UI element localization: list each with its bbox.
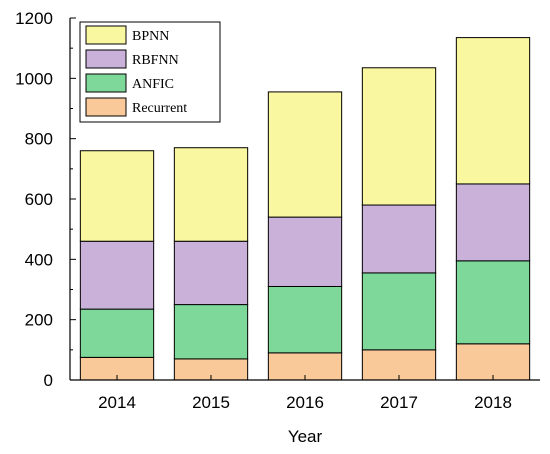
y-tick-label-600: 600 (25, 190, 53, 209)
x-tick-label-2014: 2014 (98, 393, 136, 412)
bar-anfic-2015 (173, 304, 249, 360)
y-tick-label-1200: 1200 (15, 9, 53, 28)
bar-anfic-2018 (455, 260, 531, 345)
y-tick-label-200: 200 (25, 311, 53, 330)
bar-anfic-2017 (361, 272, 437, 351)
bar-recurrent-2017 (361, 349, 437, 381)
legend-label-rbfnn: RBFNN (132, 53, 179, 68)
legend-label-anfic: ANFIC (132, 77, 174, 92)
x-tick-label-2016: 2016 (286, 393, 324, 412)
legend: BPNN RBFNN ANFIC Recurrent (79, 21, 221, 123)
y-tick-label-1000: 1000 (15, 69, 53, 88)
y-tick-label-0: 0 (44, 371, 53, 390)
y-tick-label-400: 400 (25, 250, 53, 269)
bar-rbfnn-2015 (173, 240, 249, 306)
bar-bpnn-2018 (455, 37, 531, 185)
x-tick-label-2017: 2017 (380, 393, 418, 412)
legend-label-bpnn: BPNN (132, 29, 169, 44)
bar-rbfnn-2014 (79, 240, 155, 310)
bar-bpnn-2016 (267, 91, 343, 218)
bar-rbfnn-2017 (361, 204, 437, 274)
bar-bpnn-2015 (173, 147, 249, 242)
x-tick-label-2015: 2015 (192, 393, 230, 412)
legend-swatch-anfic (85, 73, 127, 93)
bar-rbfnn-2016 (267, 216, 343, 287)
legend-label-recurrent: Recurrent (132, 101, 187, 116)
bar-bpnn-2014 (79, 150, 155, 242)
y-tick-label-800: 800 (25, 130, 53, 149)
bar-bpnn-2017 (361, 67, 437, 206)
legend-swatch-bpnn (85, 25, 127, 45)
bar-rbfnn-2018 (455, 183, 531, 262)
x-tick-label-2018: 2018 (474, 393, 512, 412)
ticks-layer: 0 200 400 600 800 1000 1200 2014 2015 2016 2017 201… (15, 9, 512, 412)
bars-layer (79, 37, 531, 381)
bar-anfic-2014 (79, 308, 155, 358)
x-axis-title: Year (288, 427, 323, 446)
legend-swatch-rbfnn (85, 49, 127, 69)
bar-recurrent-2018 (455, 343, 531, 381)
bar-anfic-2016 (267, 285, 343, 354)
legend-swatch-recurrent (85, 97, 127, 117)
